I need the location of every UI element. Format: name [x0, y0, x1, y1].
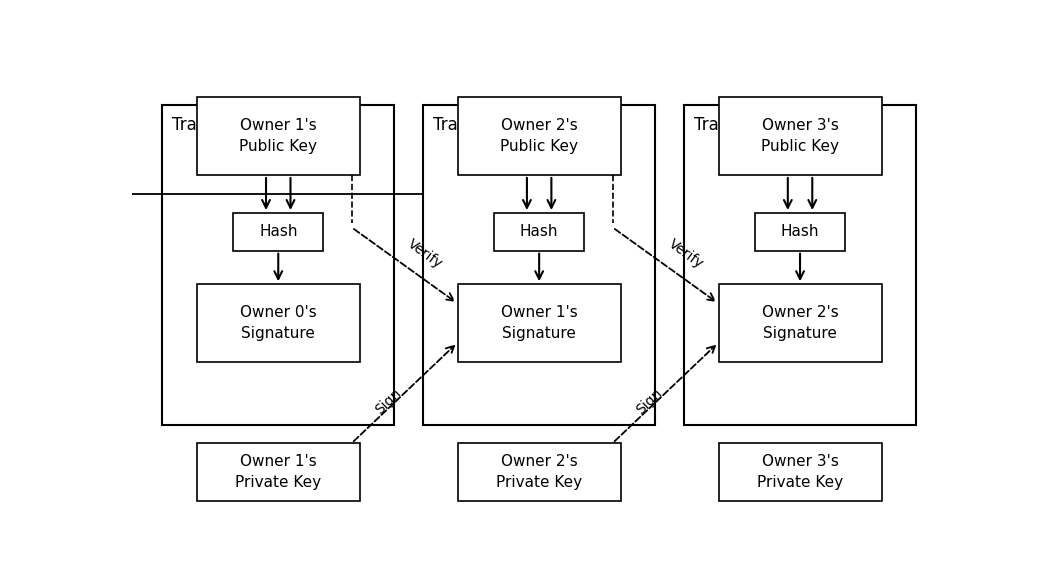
- Text: Transaction: Transaction: [171, 116, 267, 134]
- Text: Owner 0's
Signature: Owner 0's Signature: [240, 305, 317, 341]
- Bar: [197, 284, 360, 362]
- Text: Transaction: Transaction: [693, 116, 789, 134]
- Text: Owner 3's
Public Key: Owner 3's Public Key: [761, 118, 839, 154]
- Bar: [755, 213, 845, 251]
- Bar: [197, 97, 360, 175]
- Text: Owner 1's
Private Key: Owner 1's Private Key: [236, 454, 321, 490]
- Text: Owner 1's
Public Key: Owner 1's Public Key: [239, 118, 318, 154]
- Text: Transaction: Transaction: [432, 116, 528, 134]
- Bar: [197, 443, 360, 501]
- Bar: [719, 443, 882, 501]
- Text: Hash: Hash: [781, 224, 820, 239]
- Text: Verify: Verify: [666, 237, 706, 272]
- Bar: [458, 97, 621, 175]
- Text: Owner 3's
Private Key: Owner 3's Private Key: [757, 454, 843, 490]
- Bar: [162, 105, 394, 425]
- Bar: [684, 105, 916, 425]
- Bar: [719, 284, 882, 362]
- Text: Owner 2's
Private Key: Owner 2's Private Key: [497, 454, 582, 490]
- Bar: [234, 213, 323, 251]
- Text: Owner 2's
Signature: Owner 2's Signature: [762, 305, 838, 341]
- Bar: [719, 97, 882, 175]
- Text: Hash: Hash: [259, 224, 298, 239]
- Bar: [458, 284, 621, 362]
- Text: Owner 2's
Public Key: Owner 2's Public Key: [500, 118, 579, 154]
- Bar: [458, 443, 621, 501]
- Bar: [494, 213, 584, 251]
- Text: Verify: Verify: [405, 237, 445, 272]
- Text: Sign: Sign: [633, 386, 665, 417]
- Text: Owner 1's
Signature: Owner 1's Signature: [501, 305, 578, 341]
- Bar: [423, 105, 655, 425]
- Text: Hash: Hash: [520, 224, 559, 239]
- Text: Sign: Sign: [372, 386, 404, 417]
